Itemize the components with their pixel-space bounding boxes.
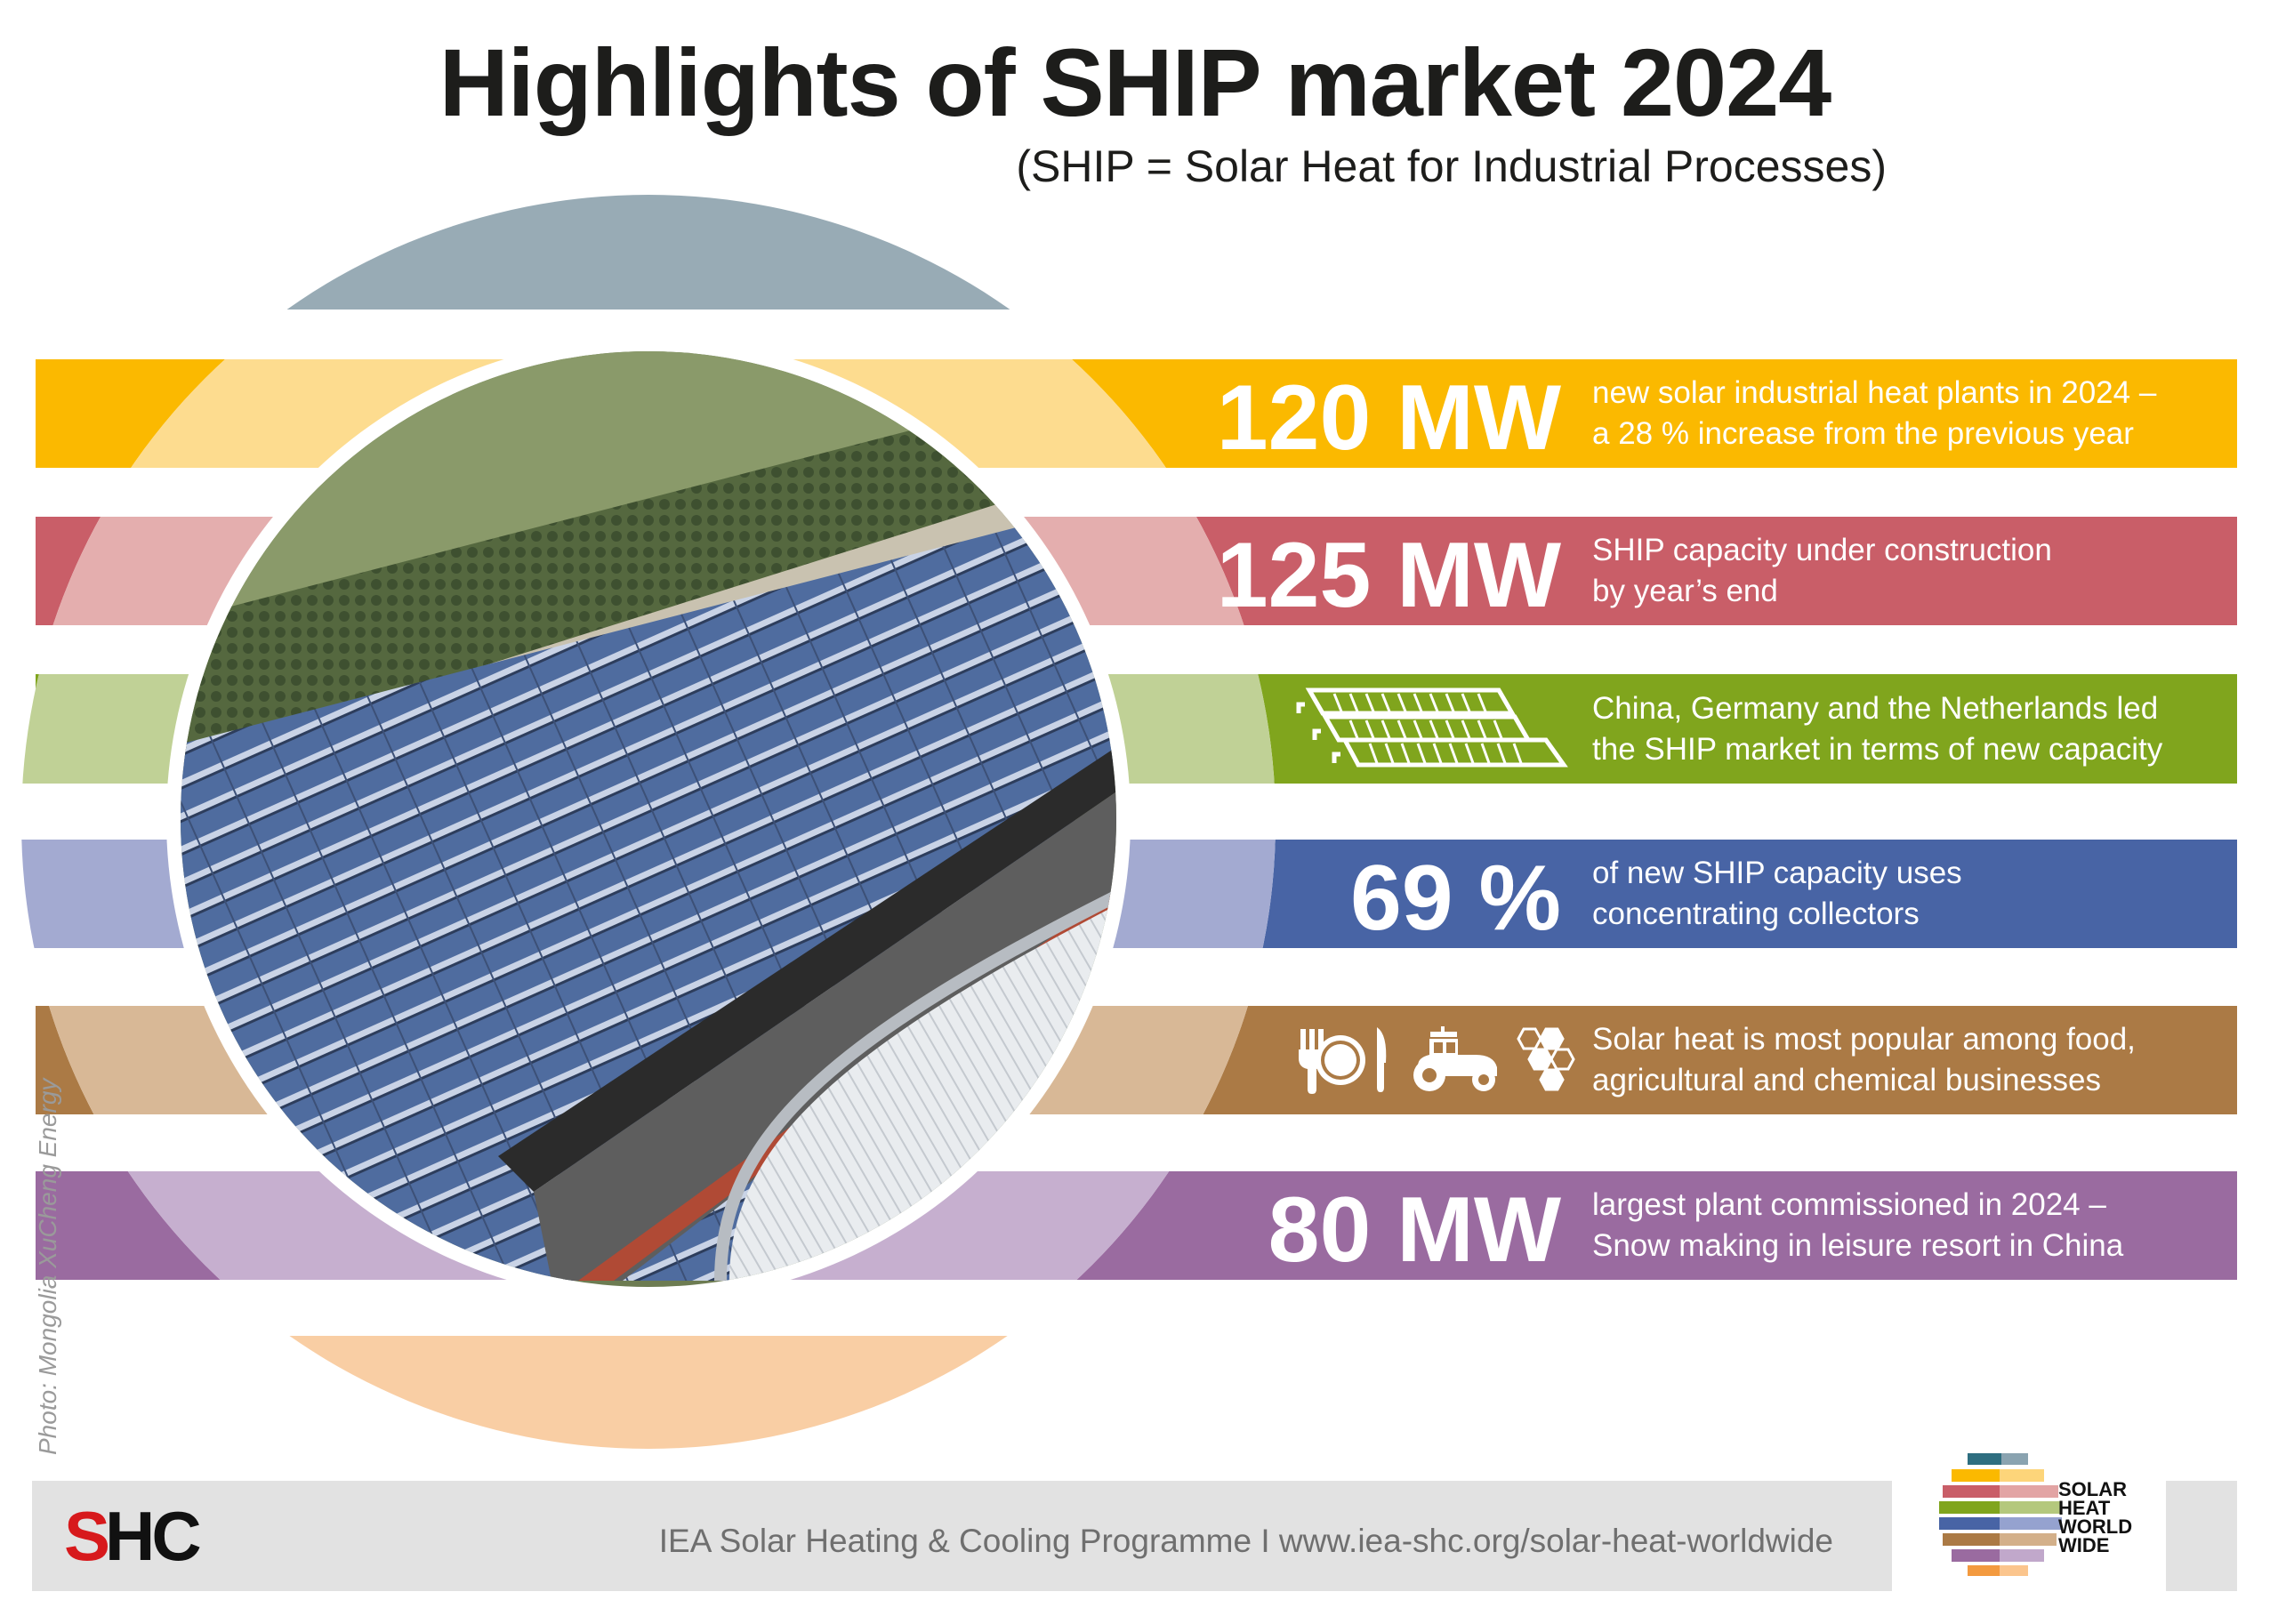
- description-line: SHIP capacity under construction: [1592, 533, 2052, 567]
- highlight-value-concentrating: 69 %: [1349, 847, 1561, 950]
- page-title: Highlights of SHIP market 2024: [0, 27, 2270, 138]
- description-line: the SHIP market in terms of new capacity: [1592, 732, 2163, 767]
- description-line: a 28 % increase from the previous year: [1592, 416, 2134, 451]
- highlight-description-sectors: Solar heat is most popular among food, a…: [1592, 1019, 2136, 1101]
- description-line: largest plant commissioned in 2024 –: [1592, 1187, 2106, 1222]
- svg-text:S: S: [64, 1497, 108, 1575]
- footer-text: IEA Solar Heating & Cooling Programme I …: [658, 1523, 1833, 1559]
- tractor-icon: [1413, 1026, 1497, 1091]
- solar-plant-photo: [181, 351, 1116, 1287]
- highlight-description-new-plants: new solar industrial heat plants in 2024…: [1592, 373, 2156, 454]
- description-line: by year’s end: [1592, 574, 1778, 608]
- highlight-description-largest-plant: largest plant commissioned in 2024 – Sno…: [1592, 1185, 2123, 1266]
- description-line: new solar industrial heat plants in 2024…: [1592, 375, 2157, 410]
- chemistry-hexagon-icon: [1517, 1027, 1575, 1091]
- footer-bar: [32, 1481, 1892, 1591]
- logo-word: WORLD: [2058, 1515, 2133, 1538]
- description-line: agricultural and chemical businesses: [1592, 1063, 2101, 1097]
- highlight-description-concentrating: of new SHIP capacity uses concentrating …: [1592, 853, 1962, 935]
- photo-credit: Photo: Mongolia XuCheng Energy: [34, 1078, 61, 1455]
- description-line: concentrating collectors: [1592, 896, 1920, 931]
- description-line: China, Germany and the Netherlands led: [1592, 691, 2159, 726]
- solar-heat-worldwide-logo: [1936, 1451, 2064, 1579]
- page-subtitle: (SHIP = Solar Heat for Industrial Proces…: [1016, 141, 1887, 191]
- top-cap-band: [21, 195, 1276, 310]
- food-cutlery-plate-icon: [1299, 1027, 1387, 1094]
- bottom-cap-band: [21, 1336, 1276, 1449]
- highlight-value-under-construction: 125 MW: [1216, 524, 1561, 627]
- solar-collector-rows-icon: [1296, 687, 1568, 768]
- highlight-value-new-plants: 120 MW: [1216, 366, 1561, 470]
- logo-word: SOLAR: [2058, 1478, 2127, 1500]
- highlight-description-under-construction: SHIP capacity under construction by year…: [1592, 530, 2052, 612]
- logo-word: HEAT: [2058, 1497, 2111, 1519]
- description-line: Snow making in leisure resort in China: [1592, 1228, 2124, 1263]
- shc-logo: S HC: [64, 1497, 204, 1575]
- solar-heat-worldwide-logo-text: SOLAR HEAT WORLD WIDE: [2058, 1478, 2133, 1556]
- logo-word: WIDE: [2058, 1534, 2110, 1556]
- page-title-text: Highlights of SHIP market 2024: [439, 28, 1831, 136]
- svg-text:HC: HC: [105, 1497, 200, 1575]
- highlight-value-largest-plant: 80 MW: [1268, 1178, 1561, 1282]
- description-line: Solar heat is most popular among food,: [1592, 1022, 2136, 1057]
- highlight-description-leading-countries: China, Germany and the Netherlands led t…: [1592, 688, 2162, 770]
- description-line: of new SHIP capacity uses: [1592, 856, 1962, 890]
